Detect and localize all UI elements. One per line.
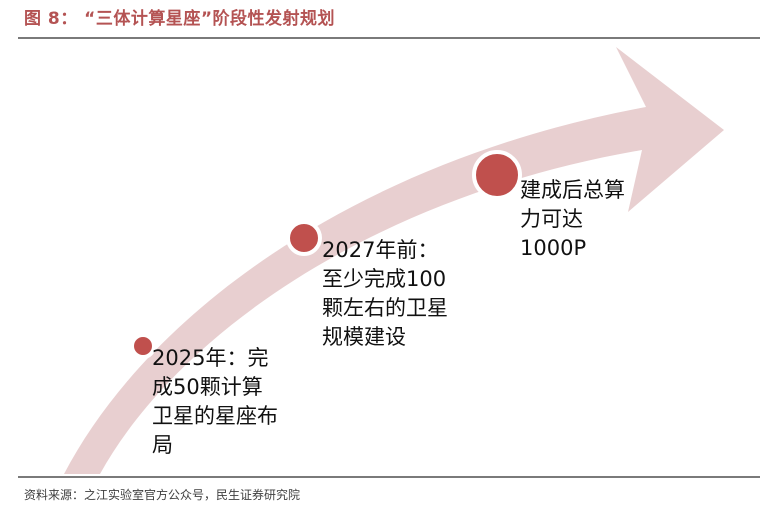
milestone-marker-2025 [130,333,156,359]
figure-title: 图 8： “三体计算星座”阶段性发射规划 [24,9,336,29]
milestone-marker-2027 [286,220,322,256]
milestone-label-final: 建成后总算 力可达 1000P [520,178,625,260]
curved-arrow-shape [64,47,724,474]
bottom-divider [18,476,760,478]
top-divider [18,37,760,39]
milestone-marker-final [472,150,522,200]
milestone-label-2027: 2027年前： 至少完成100 颗左右的卫星 规模建设 [322,238,448,349]
milestone-label-2025: 2025年：完 成50颗计算 卫星的星座布 局 [152,346,278,457]
source-note: 资料来源：之江实验室官方公众号，民生证券研究院 [24,488,301,502]
